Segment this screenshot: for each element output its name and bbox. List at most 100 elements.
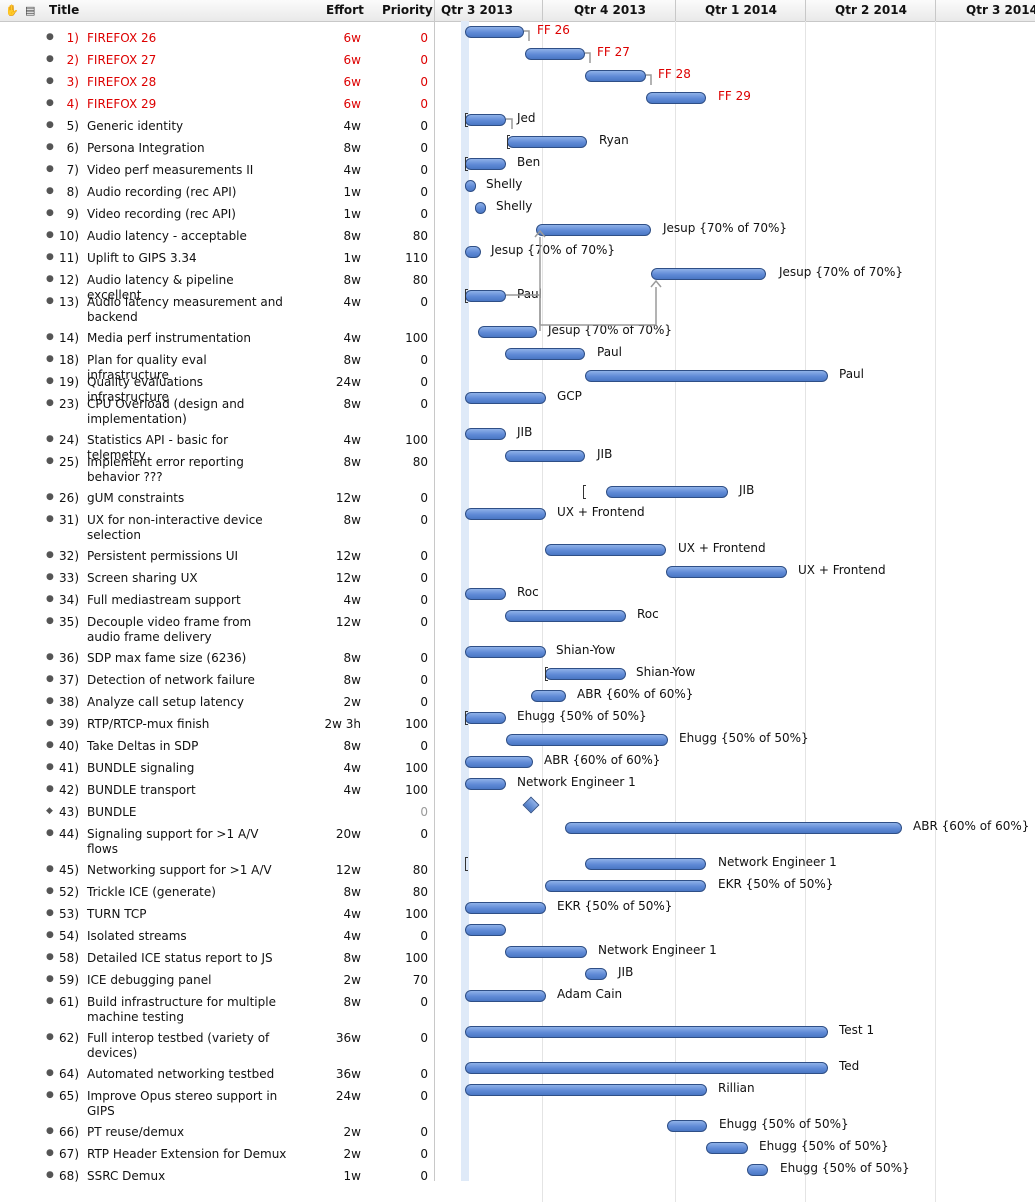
row-bullet-icon[interactable]: ●	[46, 974, 54, 984]
gantt-bar[interactable]	[525, 48, 585, 60]
hand-icon[interactable]: ✋	[5, 4, 19, 17]
gantt-bar[interactable]	[651, 268, 766, 280]
row-bullet-icon[interactable]: ●	[46, 828, 54, 838]
task-effort[interactable]: 1w	[343, 1169, 361, 1183]
task-effort[interactable]: 12w	[335, 571, 361, 585]
row-bullet-icon[interactable]: ●	[46, 274, 54, 284]
gantt-bar[interactable]	[465, 180, 476, 192]
gantt-bar[interactable]	[465, 26, 524, 38]
task-title[interactable]: Video perf measurements II	[87, 163, 254, 177]
task-priority[interactable]: 0	[420, 1031, 428, 1045]
gantt-bar[interactable]	[465, 646, 546, 658]
gantt-bar[interactable]	[545, 880, 706, 892]
gantt-bar[interactable]	[465, 392, 546, 404]
task-effort[interactable]: 36w	[335, 1031, 361, 1045]
priority-column-header[interactable]: Priority	[382, 3, 433, 17]
row-bullet-icon[interactable]: ●	[46, 616, 54, 626]
task-title[interactable]: Uplift to GIPS 3.34	[87, 251, 197, 265]
effort-column-header[interactable]: Effort	[326, 3, 364, 17]
task-priority[interactable]: 70	[412, 973, 428, 987]
task-title[interactable]: Statistics API - basic for telemetry	[87, 433, 229, 462]
task-title[interactable]: Generic identity	[87, 119, 184, 133]
task-title[interactable]: Audio recording (rec API)	[87, 185, 237, 199]
task-title[interactable]: ICE debugging panel	[87, 973, 212, 987]
task-effort[interactable]: 12w	[335, 491, 361, 505]
task-priority[interactable]: 0	[420, 995, 428, 1009]
task-title[interactable]: Trickle ICE (generate)	[87, 885, 216, 899]
gantt-bar[interactable]	[505, 450, 585, 462]
row-bullet-icon[interactable]: ●	[46, 1170, 54, 1180]
task-title[interactable]: Detailed ICE status report to JS	[87, 951, 273, 965]
row-bullet-icon[interactable]: ●	[46, 354, 54, 364]
row-bullet-icon[interactable]: ●	[46, 864, 54, 874]
task-priority[interactable]: 0	[420, 651, 428, 665]
task-priority[interactable]: 100	[405, 951, 428, 965]
task-title[interactable]: PT reuse/demux	[87, 1125, 185, 1139]
gantt-bar[interactable]	[465, 428, 506, 440]
task-effort[interactable]: 8w	[343, 455, 361, 469]
task-title[interactable]: Quality evaluations infrastructure	[87, 375, 204, 404]
task-priority[interactable]: 0	[420, 397, 428, 411]
gantt-bar[interactable]	[531, 690, 566, 702]
row-bullet-icon[interactable]: ●	[46, 1068, 54, 1078]
task-priority[interactable]: 100	[405, 761, 428, 775]
row-bullet-icon[interactable]: ●	[46, 718, 54, 728]
task-effort[interactable]: 8w	[343, 651, 361, 665]
task-priority[interactable]: 80	[412, 863, 428, 877]
task-effort[interactable]: 1w	[343, 251, 361, 265]
task-title[interactable]: Persona Integration	[87, 141, 205, 155]
task-effort[interactable]: 8w	[343, 995, 361, 1009]
gantt-bar[interactable]	[506, 734, 668, 746]
gantt-bar[interactable]	[747, 1164, 768, 1176]
task-title[interactable]: Full interop testbed (variety of devices…	[87, 1031, 270, 1060]
gantt-bar[interactable]	[465, 1062, 828, 1074]
row-bullet-icon[interactable]: ●	[46, 332, 54, 342]
task-effort[interactable]: 2w	[343, 1147, 361, 1161]
task-priority[interactable]: 0	[420, 929, 428, 943]
row-bullet-icon[interactable]: ●	[46, 296, 54, 306]
task-priority[interactable]: 0	[420, 207, 428, 221]
task-title[interactable]: FIREFOX 27	[87, 53, 157, 67]
task-title[interactable]: Persistent permissions UI	[87, 549, 239, 563]
task-effort[interactable]: 4w	[343, 783, 361, 797]
gantt-bar[interactable]	[465, 588, 506, 600]
title-column-header[interactable]: Title	[49, 3, 80, 17]
task-effort[interactable]: 4w	[343, 433, 361, 447]
task-effort[interactable]: 4w	[343, 929, 361, 943]
task-effort[interactable]: 4w	[343, 593, 361, 607]
task-effort[interactable]: 8w	[343, 513, 361, 527]
task-title[interactable]: Audio latency - acceptable	[87, 229, 247, 243]
row-bullet-icon[interactable]: ●	[46, 54, 54, 64]
task-title[interactable]: Video recording (rec API)	[87, 207, 236, 221]
task-effort[interactable]: 2w	[343, 695, 361, 709]
row-bullet-icon[interactable]: ●	[46, 762, 54, 772]
task-effort[interactable]: 8w	[343, 397, 361, 411]
task-effort[interactable]: 2w	[343, 973, 361, 987]
gantt-bar[interactable]	[585, 858, 706, 870]
gantt-bar[interactable]	[646, 92, 706, 104]
task-priority[interactable]: 100	[405, 907, 428, 921]
task-effort[interactable]: 8w	[343, 951, 361, 965]
task-title[interactable]: Decouple video frame from audio frame de…	[87, 615, 252, 644]
row-bullet-icon[interactable]: ●	[46, 456, 54, 466]
row-bullet-icon[interactable]: ●	[46, 164, 54, 174]
task-title[interactable]: TURN TCP	[87, 907, 147, 921]
row-bullet-icon[interactable]: ●	[46, 76, 54, 86]
gantt-bar[interactable]	[465, 902, 546, 914]
row-bullet-icon[interactable]: ●	[46, 1032, 54, 1042]
task-effort[interactable]: 8w	[343, 353, 361, 367]
row-bullet-icon[interactable]: ●	[46, 252, 54, 262]
pane-divider[interactable]	[434, 0, 435, 1181]
task-effort[interactable]: 4w	[343, 331, 361, 345]
row-bullet-icon[interactable]: ●	[46, 930, 54, 940]
task-priority[interactable]: 0	[420, 1169, 428, 1183]
task-priority[interactable]: 100	[405, 433, 428, 447]
gantt-bar[interactable]	[465, 508, 546, 520]
task-priority[interactable]: 0	[420, 75, 428, 89]
task-priority[interactable]: 0	[420, 353, 428, 367]
task-title[interactable]: BUNDLE	[87, 805, 137, 819]
task-title[interactable]: CPU Overload (design and implementation)	[87, 397, 245, 426]
gantt-bar[interactable]	[465, 1026, 828, 1038]
task-priority[interactable]: 0	[420, 1067, 428, 1081]
row-bullet-icon[interactable]: ●	[46, 952, 54, 962]
